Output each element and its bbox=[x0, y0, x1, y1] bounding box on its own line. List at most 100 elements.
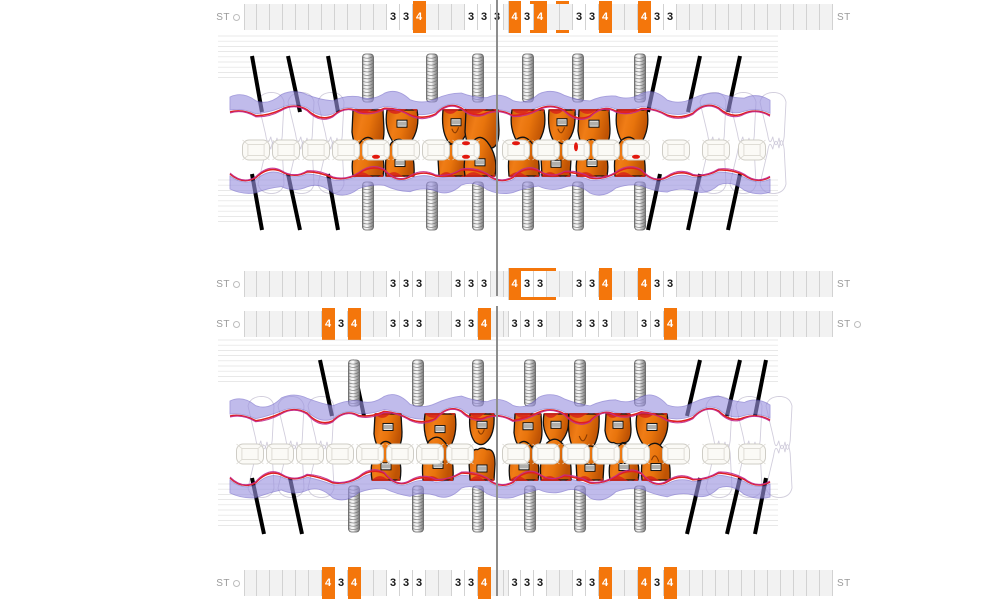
probing-cell-value[interactable]: 3 bbox=[387, 4, 400, 30]
probing-cell-empty[interactable] bbox=[296, 311, 309, 337]
probing-cell-value[interactable]: 4 bbox=[638, 1, 651, 33]
probing-cell-value[interactable]: 3 bbox=[586, 311, 599, 337]
probing-cell-value[interactable]: 3 bbox=[586, 4, 599, 30]
probing-cell-empty[interactable] bbox=[625, 4, 638, 30]
probing-cell-empty[interactable] bbox=[820, 570, 833, 596]
probing-cell-empty[interactable] bbox=[361, 4, 374, 30]
probing-cell-empty[interactable] bbox=[439, 4, 452, 30]
probing-cell-empty[interactable] bbox=[677, 570, 690, 596]
probing-cell-empty[interactable] bbox=[716, 4, 729, 30]
probing-cell-empty[interactable] bbox=[452, 4, 465, 30]
probing-cell-value[interactable]: 3 bbox=[651, 311, 664, 337]
gear-icon[interactable] bbox=[233, 280, 240, 288]
probing-cell-empty[interactable] bbox=[742, 4, 755, 30]
probing-cell-value[interactable]: 3 bbox=[573, 271, 586, 297]
probing-cell-empty[interactable] bbox=[820, 311, 833, 337]
probing-cell-empty[interactable] bbox=[794, 271, 807, 297]
probing-cell-empty[interactable] bbox=[374, 4, 387, 30]
probing-cell-empty[interactable] bbox=[781, 311, 794, 337]
probing-cell-empty[interactable] bbox=[257, 4, 270, 30]
probing-cell-empty[interactable] bbox=[296, 570, 309, 596]
probing-cell-empty[interactable] bbox=[703, 4, 716, 30]
probing-cell-empty[interactable] bbox=[612, 570, 625, 596]
probing-cell-empty[interactable] bbox=[244, 271, 257, 297]
probing-cell-value[interactable]: 3 bbox=[452, 570, 465, 596]
probing-cell-value[interactable]: 3 bbox=[413, 570, 426, 596]
probing-cell-empty[interactable] bbox=[374, 311, 387, 337]
probing-cell-value[interactable]: 3 bbox=[508, 570, 521, 596]
probing-cell-value[interactable]: 3 bbox=[534, 311, 547, 337]
probing-cell-empty[interactable] bbox=[309, 4, 322, 30]
probing-cell-empty[interactable] bbox=[296, 271, 309, 297]
gear-icon[interactable] bbox=[233, 13, 240, 21]
probing-cell-empty[interactable] bbox=[547, 311, 560, 337]
probing-cell-value[interactable]: 3 bbox=[573, 4, 586, 30]
probing-cell-empty[interactable] bbox=[309, 271, 322, 297]
probing-cell-value[interactable]: 3 bbox=[586, 271, 599, 297]
probing-cell-empty[interactable] bbox=[807, 4, 820, 30]
gear-icon[interactable] bbox=[233, 579, 240, 587]
probing-cell-empty[interactable] bbox=[361, 271, 374, 297]
probing-cell-empty[interactable] bbox=[348, 271, 361, 297]
probing-cell-value[interactable]: 3 bbox=[400, 271, 413, 297]
probing-cell-empty[interactable] bbox=[742, 271, 755, 297]
probing-cell-empty[interactable] bbox=[690, 311, 703, 337]
probing-cell-value[interactable]: 3 bbox=[465, 4, 478, 30]
probing-cell-empty[interactable] bbox=[560, 271, 573, 297]
probing-cell-empty[interactable] bbox=[547, 570, 560, 596]
probing-cell-empty[interactable] bbox=[768, 311, 781, 337]
probing-cell-value[interactable]: 4 bbox=[664, 308, 677, 340]
probing-cell-empty[interactable] bbox=[244, 4, 257, 30]
probing-cell-value[interactable]: 4 bbox=[508, 268, 521, 300]
probing-cell-empty[interactable] bbox=[309, 570, 322, 596]
probing-cell-empty[interactable] bbox=[807, 570, 820, 596]
probing-cell-empty[interactable] bbox=[612, 4, 625, 30]
probing-cell-value[interactable]: 3 bbox=[651, 4, 664, 30]
probing-cell-empty[interactable] bbox=[729, 570, 742, 596]
probing-cell-empty[interactable] bbox=[742, 570, 755, 596]
probing-cell-value[interactable]: 3 bbox=[465, 271, 478, 297]
probing-cell-empty[interactable] bbox=[560, 4, 573, 30]
probing-cell-value[interactable]: 3 bbox=[664, 271, 677, 297]
probing-cell-empty[interactable] bbox=[807, 311, 820, 337]
probing-cell-empty[interactable] bbox=[270, 570, 283, 596]
probing-cell-empty[interactable] bbox=[361, 570, 374, 596]
probing-cell-empty[interactable] bbox=[716, 570, 729, 596]
probing-cell-empty[interactable] bbox=[807, 271, 820, 297]
probing-cell-value[interactable]: 3 bbox=[478, 4, 491, 30]
probing-cell-empty[interactable] bbox=[690, 4, 703, 30]
probing-cell-empty[interactable] bbox=[426, 570, 439, 596]
probing-cell-value[interactable]: 4 bbox=[599, 268, 612, 300]
probing-cell-empty[interactable] bbox=[348, 4, 361, 30]
probing-cell-value[interactable]: 4 bbox=[348, 567, 361, 599]
probing-cell-empty[interactable] bbox=[625, 311, 638, 337]
probing-cell-empty[interactable] bbox=[257, 570, 270, 596]
probing-cell-value[interactable]: 3 bbox=[452, 271, 465, 297]
probing-cell-empty[interactable] bbox=[690, 271, 703, 297]
probing-cell-empty[interactable] bbox=[547, 271, 560, 297]
probing-cell-value[interactable]: 3 bbox=[664, 4, 677, 30]
probing-cell-value[interactable]: 3 bbox=[400, 4, 413, 30]
probing-cell-value[interactable]: 3 bbox=[508, 311, 521, 337]
probing-cell-value[interactable]: 4 bbox=[638, 567, 651, 599]
probing-cell-empty[interactable] bbox=[703, 271, 716, 297]
probing-cell-value[interactable]: 4 bbox=[534, 1, 547, 33]
probing-cell-value[interactable]: 4 bbox=[478, 308, 491, 340]
probing-cell-empty[interactable] bbox=[244, 311, 257, 337]
probing-cell-empty[interactable] bbox=[716, 311, 729, 337]
probing-cell-empty[interactable] bbox=[612, 311, 625, 337]
probing-cell-empty[interactable] bbox=[625, 570, 638, 596]
probing-cell-empty[interactable] bbox=[794, 4, 807, 30]
probing-cell-value[interactable]: 3 bbox=[521, 4, 534, 30]
probing-cell-empty[interactable] bbox=[755, 311, 768, 337]
probing-cell-empty[interactable] bbox=[322, 271, 335, 297]
probing-cell-empty[interactable] bbox=[781, 4, 794, 30]
probing-cell-empty[interactable] bbox=[270, 4, 283, 30]
probing-cell-empty[interactable] bbox=[426, 311, 439, 337]
probing-cell-empty[interactable] bbox=[755, 570, 768, 596]
